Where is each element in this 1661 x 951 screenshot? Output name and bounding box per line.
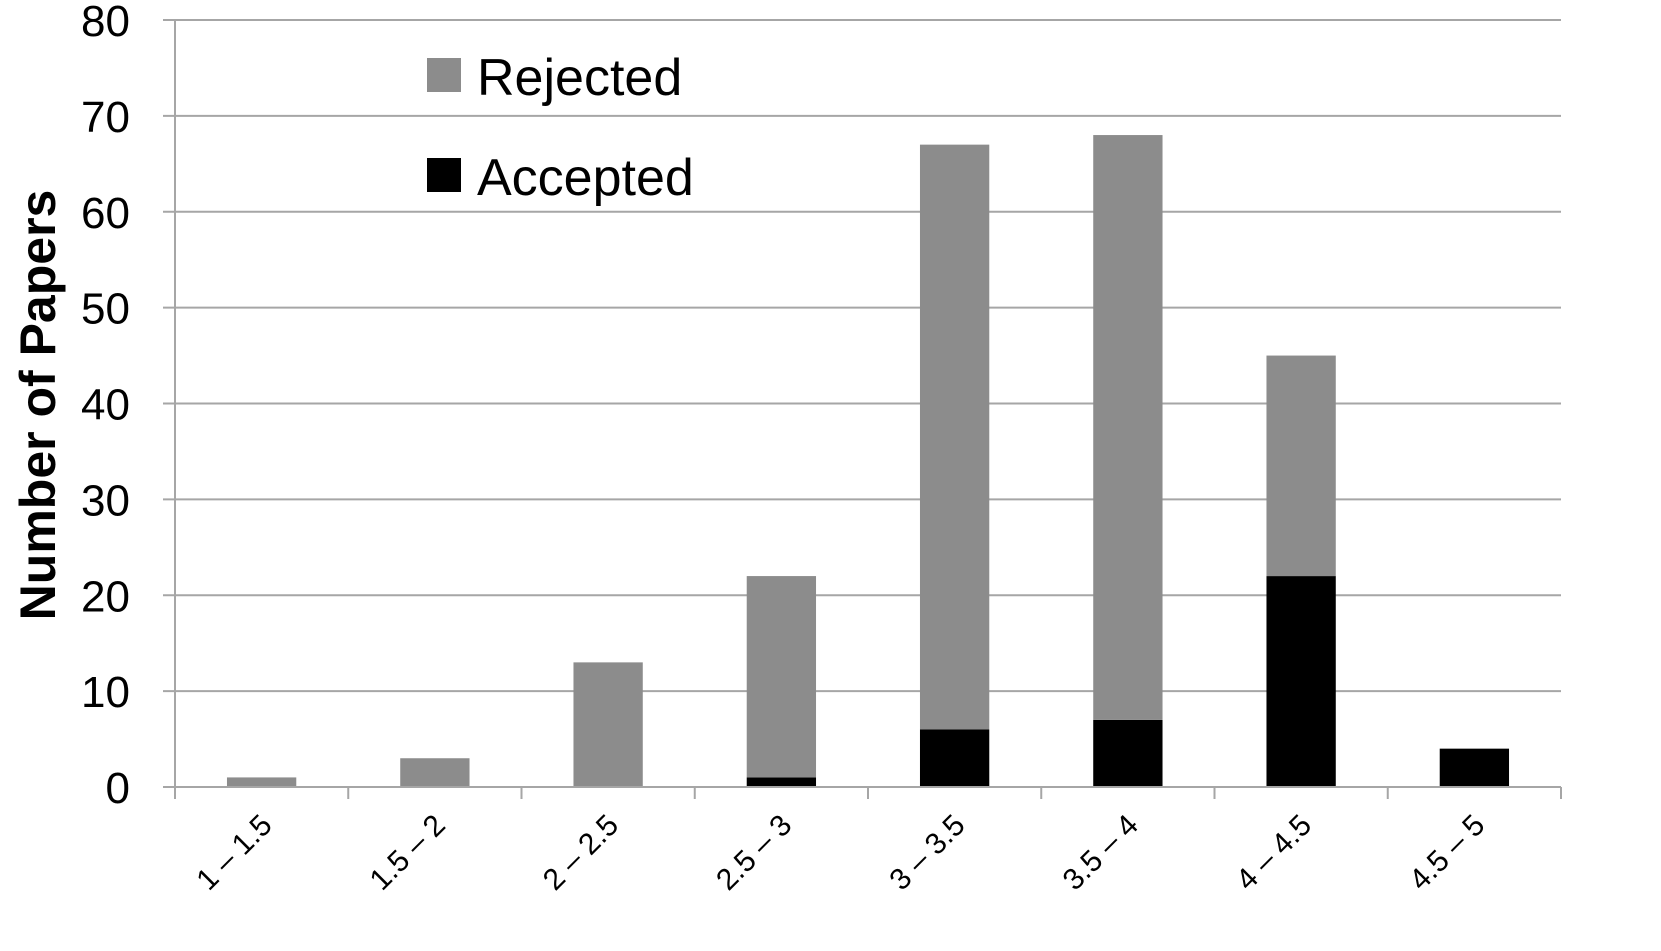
x-tick-label: 1 – 1.5	[190, 809, 278, 897]
bar-rejected	[1266, 355, 1336, 577]
x-tick-label: 4 – 4.5	[1230, 809, 1318, 897]
gridlines	[175, 19, 1561, 693]
y-axis-label: Number of Papers	[10, 190, 66, 621]
y-tick-label: 50	[81, 285, 130, 334]
bars	[226, 135, 1510, 787]
bar-accepted	[746, 777, 817, 787]
bar-rejected	[1093, 135, 1163, 720]
y-tick-label: 20	[81, 572, 130, 621]
bar-rejected	[400, 758, 470, 787]
x-tick-label: 3 – 3.5	[883, 809, 971, 897]
bar-accepted	[1266, 576, 1336, 787]
bar-accepted	[919, 729, 990, 787]
bar-rejected	[919, 144, 990, 730]
y-tick-label: 10	[81, 668, 130, 717]
bar-accepted	[1093, 719, 1163, 787]
x-tick-label: 1.5 – 2	[364, 809, 452, 897]
y-tick-label: 60	[81, 189, 130, 238]
legend: Rejected Accepted	[427, 49, 694, 207]
bar-accepted	[1439, 748, 1510, 787]
bar-rejected	[746, 576, 817, 778]
y-tick-label: 40	[81, 381, 130, 430]
x-tick-label: 3.5 – 4	[1057, 809, 1145, 897]
legend-label-rejected: Rejected	[477, 49, 682, 107]
y-tick-label: 80	[81, 0, 130, 46]
bar-rejected	[226, 777, 297, 787]
axes: 0 10 20 30 40 50 60 70 80 1 – 1.5 1.5 – 2 2 – 2.5 2.…	[81, 0, 1562, 897]
legend-label-accepted: Accepted	[477, 149, 694, 207]
legend-swatch-accepted	[427, 158, 461, 192]
bar-rejected	[573, 662, 643, 787]
y-tick-label: 0	[106, 764, 130, 813]
legend-swatch-rejected	[427, 58, 461, 92]
x-tick-label: 2.5 – 3	[710, 809, 798, 897]
y-tick-label: 70	[81, 93, 130, 142]
y-tick-label: 30	[81, 476, 130, 525]
x-tick-label: 2 – 2.5	[537, 809, 625, 897]
x-tick-label: 4.5 – 5	[1403, 809, 1491, 897]
